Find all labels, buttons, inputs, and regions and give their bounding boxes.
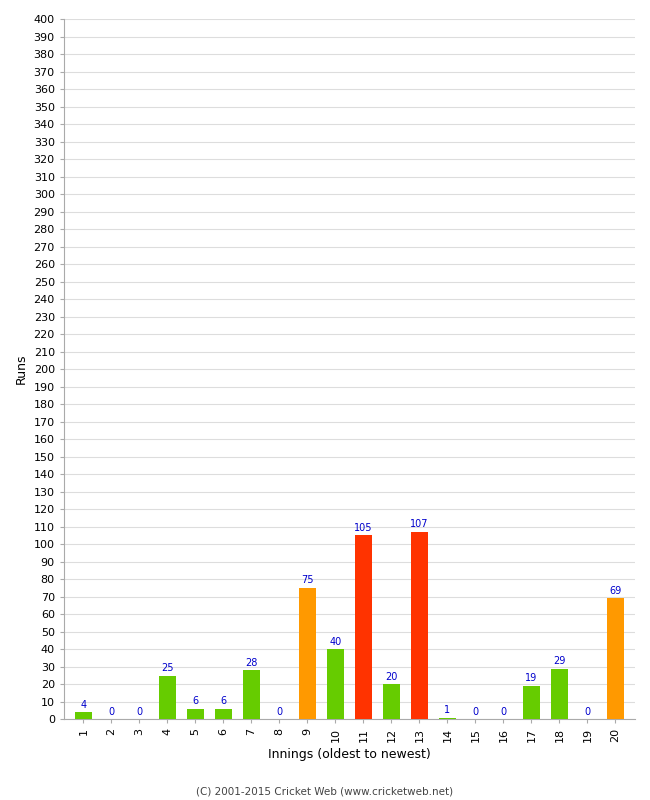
Text: 20: 20 xyxy=(385,672,398,682)
Bar xyxy=(75,712,92,719)
Text: 107: 107 xyxy=(410,519,428,530)
Text: 6: 6 xyxy=(192,696,198,706)
Text: 29: 29 xyxy=(553,656,566,666)
Bar xyxy=(607,598,624,719)
X-axis label: Innings (oldest to newest): Innings (oldest to newest) xyxy=(268,748,431,761)
Text: (C) 2001-2015 Cricket Web (www.cricketweb.net): (C) 2001-2015 Cricket Web (www.cricketwe… xyxy=(196,786,454,796)
Bar xyxy=(187,709,204,719)
Bar xyxy=(299,588,316,719)
Bar xyxy=(159,675,176,719)
Text: 4: 4 xyxy=(81,700,86,710)
Bar xyxy=(355,535,372,719)
Text: 40: 40 xyxy=(330,637,341,646)
Bar xyxy=(551,669,568,719)
Text: 0: 0 xyxy=(136,706,142,717)
Text: 6: 6 xyxy=(220,696,226,706)
Bar xyxy=(215,709,232,719)
Bar xyxy=(523,686,540,719)
Text: 0: 0 xyxy=(109,706,114,717)
Y-axis label: Runs: Runs xyxy=(15,354,28,384)
Bar xyxy=(327,650,344,719)
Text: 0: 0 xyxy=(473,706,478,717)
Text: 105: 105 xyxy=(354,523,372,533)
Text: 1: 1 xyxy=(445,705,450,715)
Bar xyxy=(411,532,428,719)
Text: 75: 75 xyxy=(301,575,314,586)
Bar xyxy=(243,670,260,719)
Text: 0: 0 xyxy=(276,706,283,717)
Text: 28: 28 xyxy=(245,658,257,668)
Text: 0: 0 xyxy=(500,706,506,717)
Bar xyxy=(383,684,400,719)
Bar xyxy=(439,718,456,719)
Text: 25: 25 xyxy=(161,663,174,673)
Text: 19: 19 xyxy=(525,674,538,683)
Text: 0: 0 xyxy=(584,706,590,717)
Text: 69: 69 xyxy=(609,586,621,596)
